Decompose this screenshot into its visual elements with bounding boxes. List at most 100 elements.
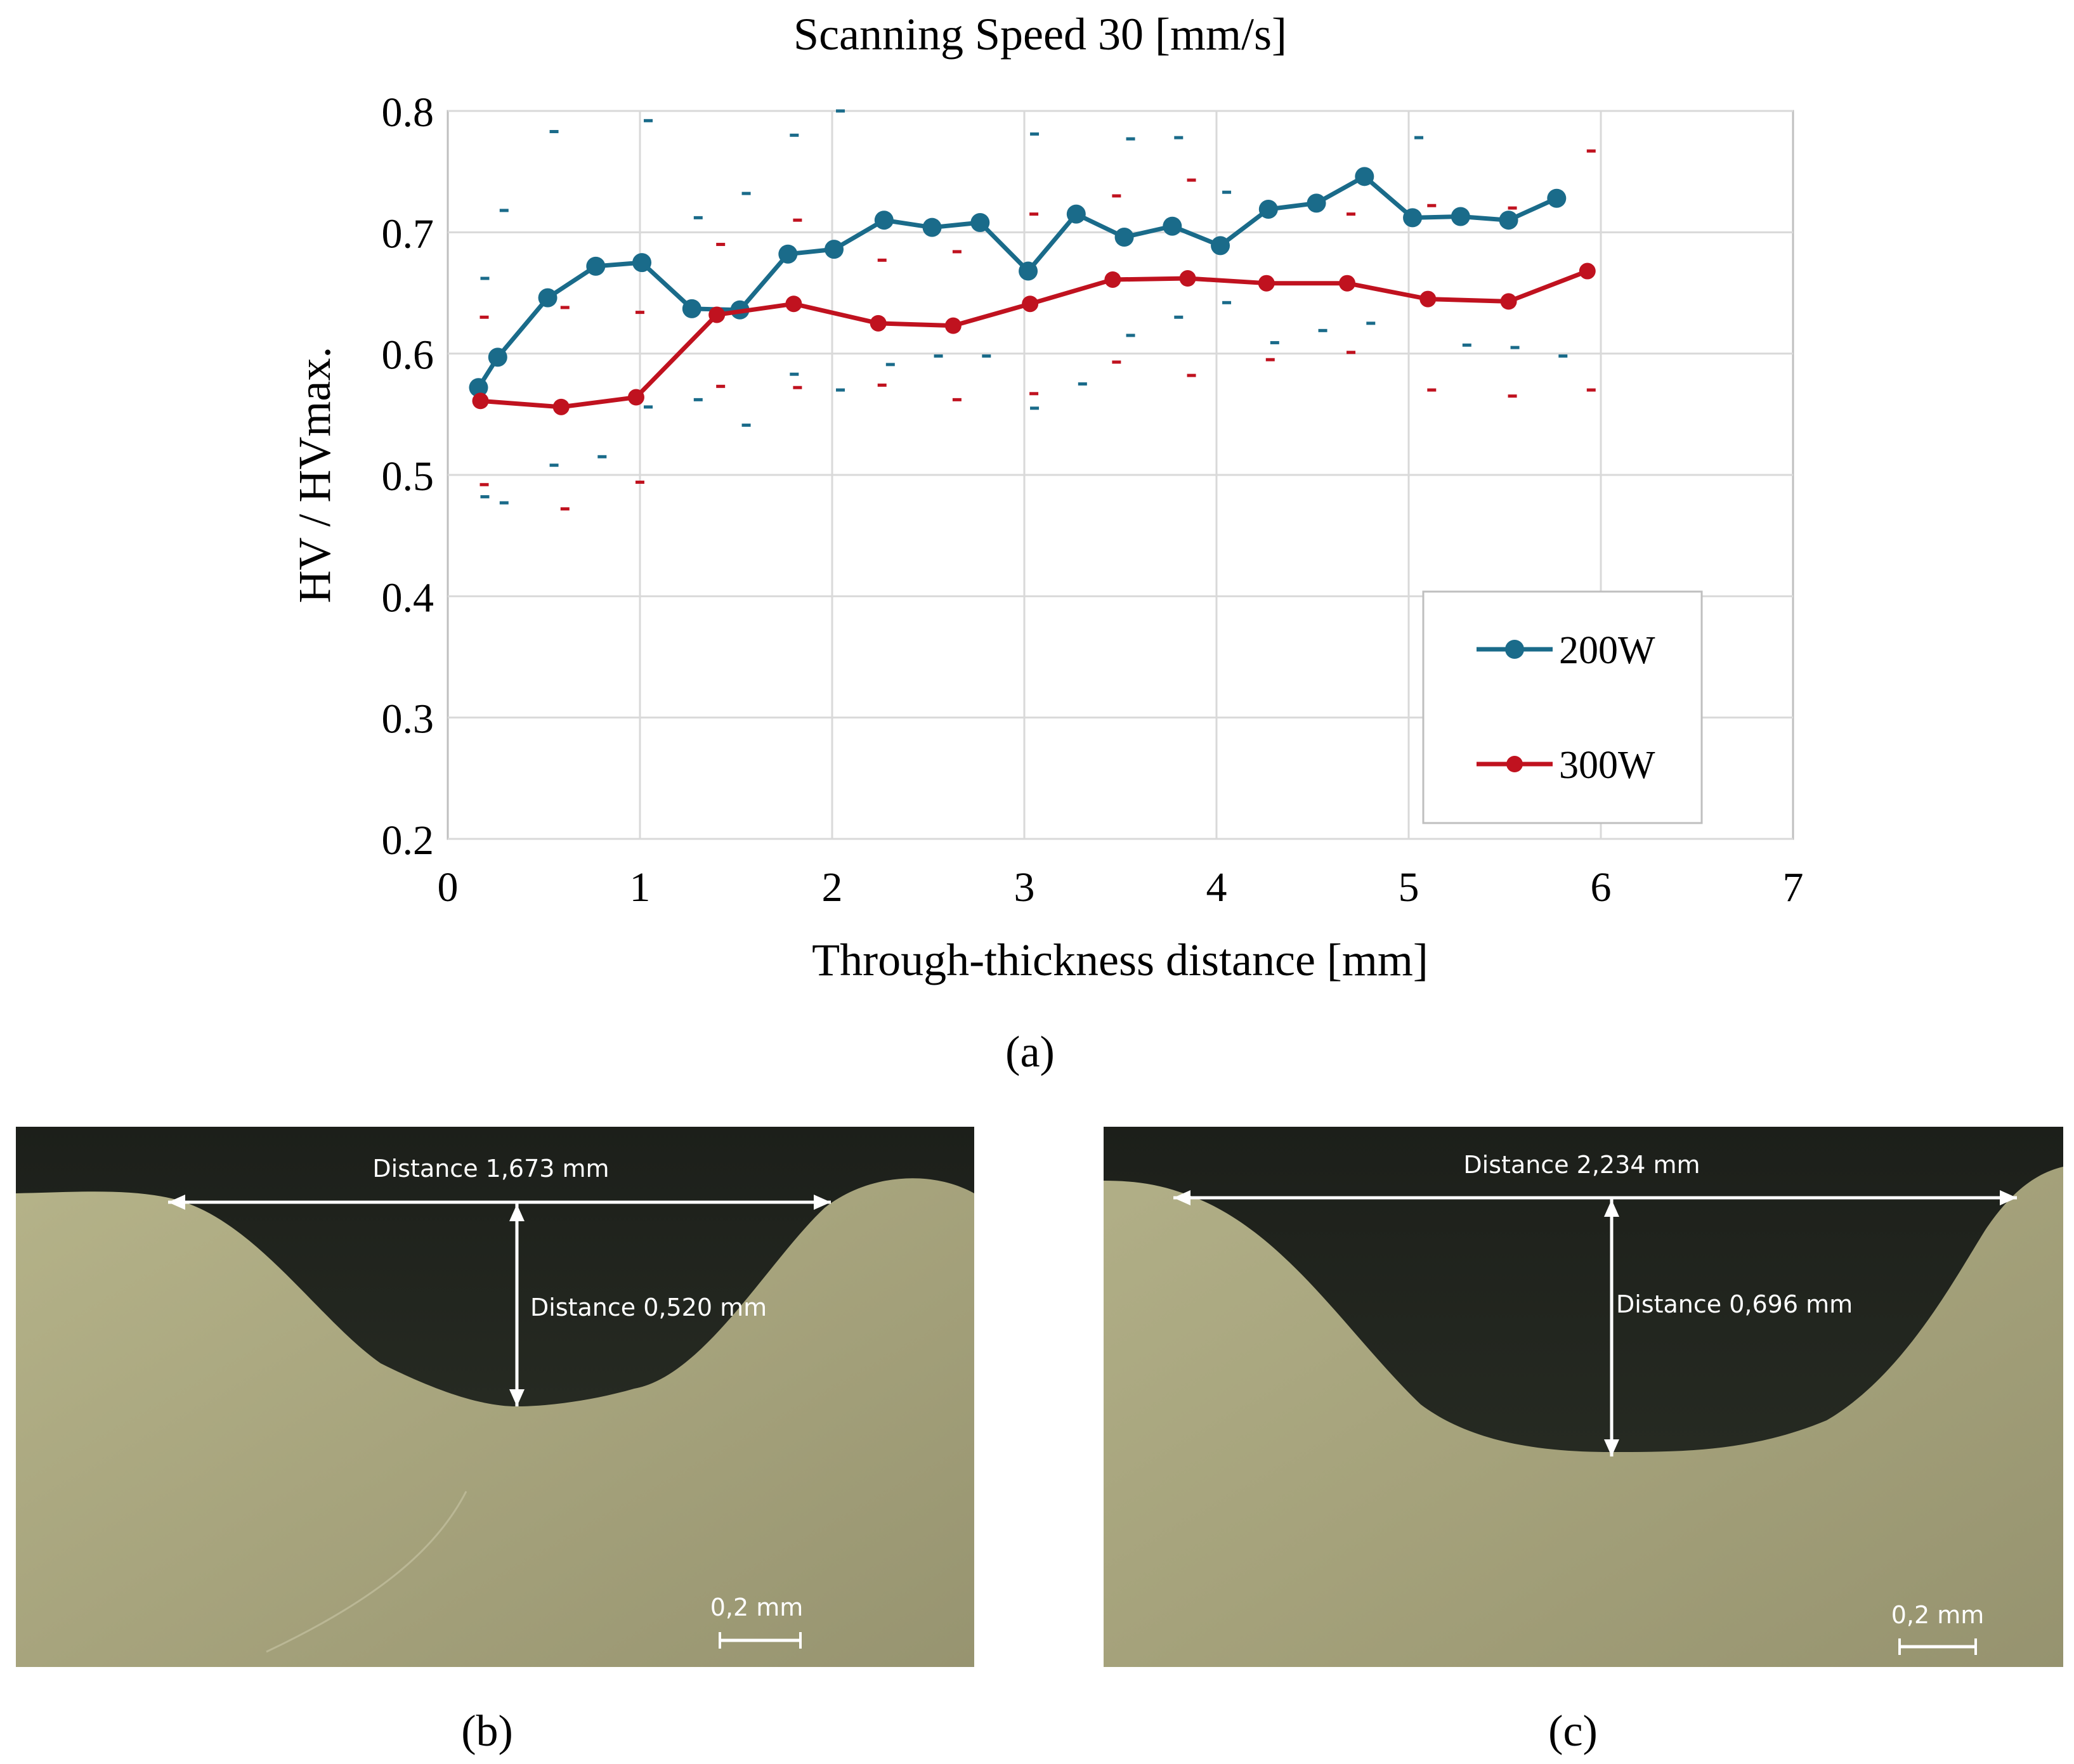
- data-point-200w: [1403, 208, 1423, 228]
- data-point-200w: [538, 288, 558, 308]
- data-point-200w: [1066, 204, 1086, 224]
- data-point-300w: [785, 295, 802, 313]
- error-marker-300w: [1347, 351, 1356, 354]
- data-point-200w: [1307, 193, 1326, 213]
- error-marker-300w: [952, 398, 962, 401]
- error-marker-300w: [1508, 394, 1517, 398]
- data-point-200w: [1355, 167, 1374, 186]
- error-marker-300w: [1265, 358, 1275, 361]
- error-marker-200w: [693, 216, 703, 219]
- arrowhead-b-bottom: [509, 1389, 525, 1406]
- chart-title: Scanning Speed 30 [mm/s]: [793, 9, 1287, 60]
- data-point-300w: [1104, 271, 1121, 288]
- arrowhead-c-top: [1604, 1200, 1619, 1217]
- data-point-300w: [1579, 263, 1596, 280]
- data-point-200w: [469, 378, 488, 398]
- error-marker-300w: [1427, 204, 1437, 207]
- error-marker-200w: [499, 209, 509, 212]
- error-marker-200w: [1462, 343, 1471, 347]
- error-marker-200w: [1126, 334, 1135, 337]
- y-axis-label: HV / HVmax.: [289, 347, 340, 604]
- error-marker-200w: [934, 354, 943, 358]
- error-marker-200w: [1030, 132, 1040, 136]
- arrowhead-b-left: [168, 1195, 185, 1210]
- y-tick-label: 0.8: [382, 89, 434, 136]
- error-marker-200w: [1126, 137, 1135, 141]
- data-point-200w: [778, 244, 798, 264]
- data-point-200w: [1163, 216, 1182, 236]
- error-marker-300w: [560, 306, 570, 309]
- hardness-chart: Scanning Speed 30 [mm/s] 0.2 0.3 0.4 0.5 0.6…: [289, 9, 1804, 1077]
- y-tick-label: 0.4: [382, 574, 434, 621]
- error-marker-200w: [885, 363, 895, 366]
- error-marker-200w: [1174, 315, 1184, 319]
- arrowhead-c-bottom: [1604, 1439, 1619, 1456]
- error-marker-200w: [790, 372, 799, 376]
- error-marker-300w: [1187, 373, 1196, 377]
- data-point-200w: [632, 253, 652, 273]
- data-point-300w: [1419, 290, 1437, 308]
- error-marker-300w: [479, 315, 489, 319]
- error-marker-200w: [790, 133, 799, 137]
- notch-void-c: [1104, 1127, 2063, 1452]
- depth-label-b: Distance 0,520 mm: [530, 1294, 767, 1321]
- error-marker-200w: [1030, 406, 1040, 410]
- data-point-300w: [708, 306, 726, 323]
- notch-void-b: [16, 1127, 974, 1406]
- data-point-200w: [586, 256, 606, 276]
- data-point-200w: [1258, 199, 1278, 219]
- data-point-300w: [1500, 293, 1517, 310]
- micrograph-c: Distance 2,234 mm Distance 0,696 mm 0,2 …: [1104, 1127, 2063, 1667]
- error-marker-300w: [716, 384, 726, 388]
- micrograph-b: Distance 1,673 mm Distance 0,520 mm 0,2 …: [16, 1127, 974, 1667]
- caption-c: (c): [1548, 1707, 1598, 1756]
- error-marker-200w: [480, 495, 490, 498]
- data-point-300w: [1179, 270, 1196, 287]
- scale-label-c: 0,2 mm: [1891, 1601, 1985, 1629]
- scale-label-b: 0,2 mm: [710, 1593, 804, 1621]
- data-point-200w: [922, 217, 942, 237]
- data-point-200w: [970, 213, 990, 233]
- data-point-300w: [472, 392, 489, 410]
- error-marker-300w: [1029, 392, 1039, 396]
- error-marker-200w: [1414, 136, 1424, 139]
- data-point-200w: [825, 240, 844, 259]
- error-marker-200w: [1366, 321, 1376, 325]
- error-marker-300w: [479, 483, 489, 486]
- x-tick-label: 1: [630, 864, 651, 911]
- data-point-300w: [552, 398, 570, 415]
- error-marker-300w: [1112, 360, 1121, 364]
- error-marker-200w: [1558, 354, 1568, 358]
- error-marker-300w: [1586, 388, 1596, 392]
- data-point-200w: [1499, 211, 1518, 230]
- data-point-200w: [1451, 207, 1470, 226]
- arrowhead-b-top: [509, 1204, 525, 1221]
- data-point-200w: [1547, 188, 1567, 208]
- error-marker-200w: [480, 276, 490, 280]
- legend: 200W 300W: [1422, 590, 1703, 824]
- series-lines: [469, 167, 1596, 415]
- scratch-b: [266, 1491, 467, 1653]
- x-axis-label: Through-thickness distance [mm]: [812, 935, 1428, 985]
- error-marker-300w: [952, 250, 962, 254]
- error-markers: [479, 109, 1596, 511]
- error-marker-300w: [1187, 178, 1196, 182]
- error-marker-200w: [836, 388, 845, 392]
- x-tick-label: 7: [1783, 864, 1804, 911]
- x-tick-label: 3: [1014, 864, 1035, 911]
- error-marker-300w: [877, 383, 887, 387]
- error-marker-200w: [693, 398, 703, 401]
- arrowhead-b-right: [814, 1195, 831, 1210]
- error-marker-300w: [793, 386, 802, 389]
- error-marker-200w: [741, 424, 751, 427]
- error-marker-300w: [1586, 149, 1596, 153]
- error-marker-300w: [1508, 206, 1517, 210]
- y-tick-label: 0.2: [382, 817, 434, 864]
- error-marker-200w: [1270, 340, 1279, 344]
- error-marker-200w: [644, 119, 653, 122]
- data-point-300w: [1022, 295, 1039, 313]
- caption-a: (a): [1005, 1028, 1055, 1077]
- error-marker-200w: [644, 405, 653, 409]
- data-point-200w: [1019, 261, 1038, 281]
- error-marker-300w: [560, 507, 570, 511]
